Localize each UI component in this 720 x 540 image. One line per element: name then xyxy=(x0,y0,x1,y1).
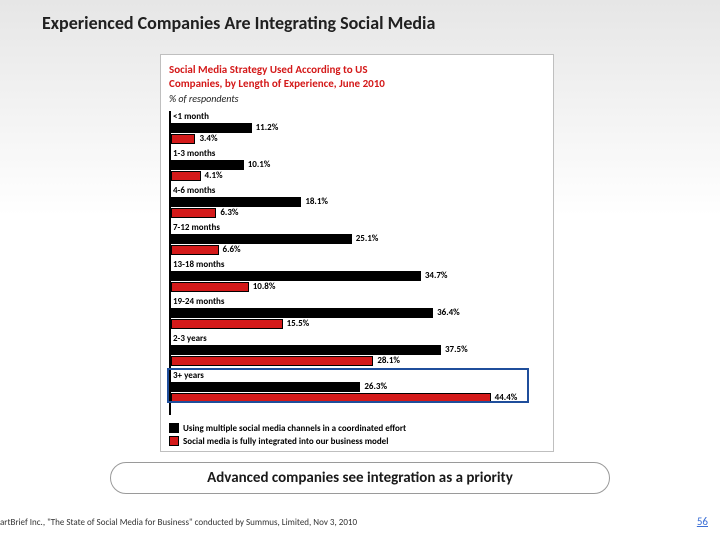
bar-row: 6.3% xyxy=(171,208,529,218)
bar-row: 28.1% xyxy=(171,356,529,366)
chart-group: 4-6 months18.1% 6.3% xyxy=(171,185,529,218)
bar xyxy=(171,393,491,403)
bar-row: 25.1% xyxy=(171,234,529,244)
bar-value-label: 36.4% xyxy=(437,307,460,318)
bar xyxy=(171,356,373,366)
chart-subtitle: % of respondents xyxy=(169,92,545,105)
bar-value-label: 3.4% xyxy=(199,133,217,144)
legend-label-coordinated: Using multiple social media channels in … xyxy=(183,423,406,434)
page-number-link[interactable]: 56 xyxy=(697,515,708,528)
bar-value-label: 10.1% xyxy=(248,159,271,170)
group-label: 7-12 months xyxy=(173,222,529,233)
bar xyxy=(171,282,249,292)
bar-row: 26.3% xyxy=(171,382,529,392)
bar-value-label: 11.2% xyxy=(256,122,279,133)
chart-title-line1: Social Media Strategy Used According to … xyxy=(169,63,368,76)
bar xyxy=(171,234,352,244)
bar xyxy=(171,123,252,133)
bar-value-label: 37.5% xyxy=(445,344,468,355)
chart-legend: Using multiple social media channels in … xyxy=(169,423,545,447)
chart-group: 3+ years26.3% 44.4% xyxy=(171,370,529,403)
bar-row: 6.6% xyxy=(171,245,529,255)
bar-row: 10.8% xyxy=(171,282,529,292)
bar-row: 44.4% xyxy=(171,393,529,403)
bar xyxy=(171,382,360,392)
bar-value-label: 4.1% xyxy=(205,170,223,181)
bar xyxy=(171,171,201,181)
bar-row: 36.4% xyxy=(171,308,529,318)
bar xyxy=(171,134,195,144)
chart-body: <1 month11.2% 3.4% 1-3 months10.1% 4.1% 4-6 … xyxy=(169,111,529,415)
bar-value-label: 6.3% xyxy=(220,207,238,218)
bar-row: 4.1% xyxy=(171,171,529,181)
bar-value-label: 34.7% xyxy=(425,270,448,281)
bar-value-label: 44.4% xyxy=(495,392,518,403)
bar-row: 34.7% xyxy=(171,271,529,281)
group-label: 3+ years xyxy=(173,370,529,381)
chart-title: Social Media Strategy Used According to … xyxy=(169,63,545,91)
bar xyxy=(171,345,441,355)
chart-group: <1 month11.2% 3.4% xyxy=(171,111,529,144)
bar-value-label: 25.1% xyxy=(356,233,379,244)
bar-value-label: 28.1% xyxy=(377,355,400,366)
bar-value-label: 6.6% xyxy=(223,244,241,255)
bar xyxy=(171,160,244,170)
bar-value-label: 10.8% xyxy=(253,281,276,292)
chart-group: 7-12 months25.1% 6.6% xyxy=(171,222,529,255)
bar xyxy=(171,208,216,218)
legend-label-integrated: Social media is fully integrated into ou… xyxy=(183,436,388,447)
group-label: 1-3 months xyxy=(173,148,529,159)
bar xyxy=(171,245,219,255)
bar-value-label: 26.3% xyxy=(364,381,387,392)
chart-group: 2-3 years37.5% 28.1% xyxy=(171,333,529,366)
chart-group: 19-24 months36.4% 15.5% xyxy=(171,296,529,329)
bar xyxy=(171,271,421,281)
bar-row: 37.5% xyxy=(171,345,529,355)
chart-title-line2: Companies, by Length of Experience, June… xyxy=(169,77,385,90)
bar-row: 18.1% xyxy=(171,197,529,207)
bar-value-label: 18.1% xyxy=(305,196,328,207)
callout-text: Advanced companies see integration as a … xyxy=(207,469,513,487)
bar xyxy=(171,319,283,329)
legend-item-integrated: Social media is fully integrated into ou… xyxy=(169,436,545,447)
bar-row: 11.2% xyxy=(171,123,529,133)
group-label: 2-3 years xyxy=(173,333,529,344)
bar-value-label: 15.5% xyxy=(287,318,310,329)
bar-row: 15.5% xyxy=(171,319,529,329)
group-label: 4-6 months xyxy=(173,185,529,196)
bar-row: 3.4% xyxy=(171,134,529,144)
group-label: <1 month xyxy=(173,111,529,122)
legend-swatch-integrated xyxy=(169,436,179,446)
chart-panel: Social Media Strategy Used According to … xyxy=(160,54,554,452)
bar-row: 10.1% xyxy=(171,160,529,170)
legend-swatch-coordinated xyxy=(169,423,179,433)
bar xyxy=(171,308,433,318)
group-label: 19-24 months xyxy=(173,296,529,307)
chart-group: 1-3 months10.1% 4.1% xyxy=(171,148,529,181)
page-title: Experienced Companies Are Integrating So… xyxy=(42,12,435,34)
chart-group: 13-18 months34.7% 10.8% xyxy=(171,259,529,292)
group-label: 13-18 months xyxy=(173,259,529,270)
legend-item-coordinated: Using multiple social media channels in … xyxy=(169,423,545,434)
bar xyxy=(171,197,301,207)
source-citation: artBrief Inc., "The State of Social Medi… xyxy=(0,517,357,528)
callout-box: Advanced companies see integration as a … xyxy=(110,462,610,494)
